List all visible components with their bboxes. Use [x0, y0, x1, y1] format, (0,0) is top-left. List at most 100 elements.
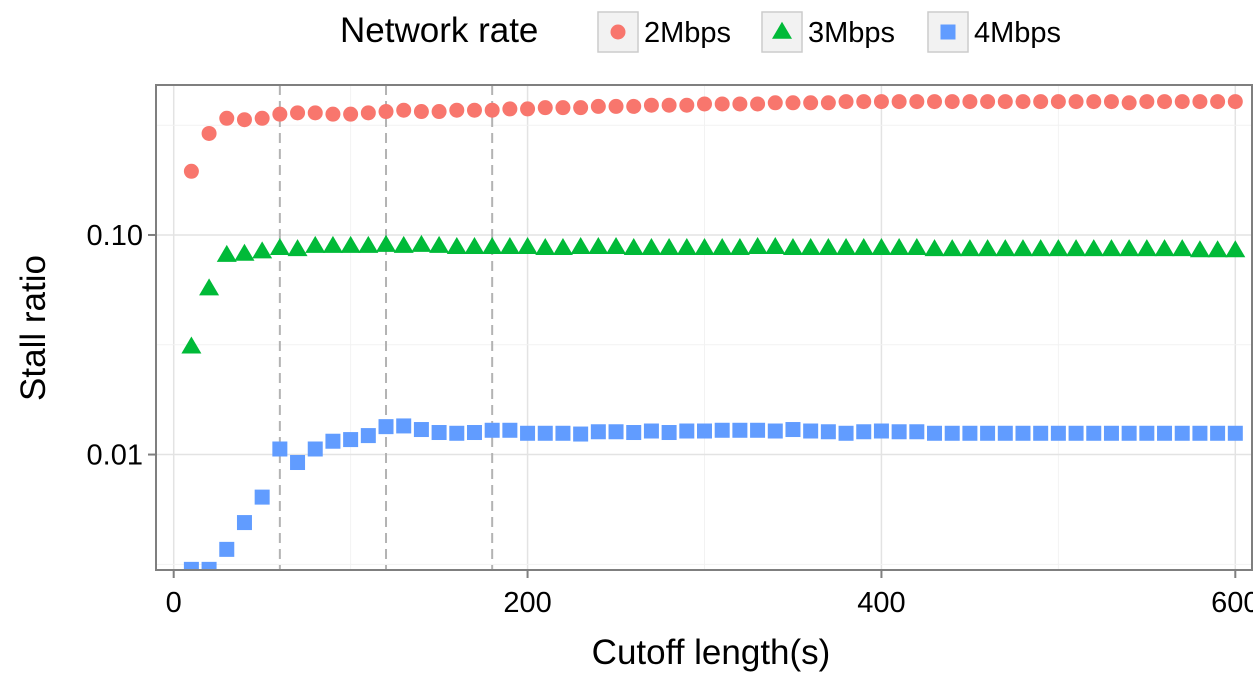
data-point: [236, 515, 252, 531]
data-point: [856, 424, 872, 440]
y-axis-title: Stall ratio: [14, 255, 53, 401]
data-point: [254, 489, 270, 505]
data-point: [909, 424, 925, 440]
data-point: [183, 561, 199, 570]
data-point: [977, 239, 998, 257]
data-point: [502, 422, 518, 438]
data-point: [1207, 240, 1228, 258]
data-point: [360, 105, 376, 121]
data-point: [307, 105, 323, 121]
data-point: [1015, 425, 1031, 441]
data-point: [219, 110, 235, 126]
data-point: [782, 238, 803, 256]
data-point: [1139, 425, 1155, 441]
data-point: [520, 425, 536, 441]
x-tick-label: 400: [857, 587, 905, 619]
data-point: [199, 278, 220, 296]
data-point: [944, 425, 960, 441]
data-point: [201, 561, 217, 570]
data-point: [466, 102, 482, 118]
data-point: [1136, 239, 1157, 257]
data-point: [856, 94, 872, 110]
legend: Network rate 2Mbps 3Mbps 4Mbps: [340, 11, 1061, 53]
data-point: [378, 419, 394, 435]
data-point: [1068, 425, 1084, 441]
data-point: [396, 418, 412, 434]
data-point: [290, 105, 306, 121]
data-point: [1210, 425, 1226, 441]
data-point: [871, 238, 892, 256]
data-point: [891, 94, 907, 110]
data-point: [325, 106, 341, 122]
data-point: [697, 423, 712, 439]
data-point: [659, 238, 680, 256]
data-point: [537, 425, 553, 441]
data-point: [679, 97, 695, 113]
data-point: [378, 104, 394, 120]
data-point: [980, 425, 996, 441]
data-point: [517, 236, 538, 254]
data-point: [1119, 239, 1140, 257]
data-point: [1066, 239, 1087, 257]
data-point: [431, 425, 447, 441]
data-point: [818, 238, 839, 256]
data-point: [927, 425, 943, 441]
data-point: [1068, 94, 1084, 110]
data-point: [944, 94, 960, 110]
data-point: [891, 424, 907, 440]
x-axis: 0 200 400 600: [166, 570, 1253, 619]
data-point: [573, 426, 589, 442]
data-point: [358, 235, 379, 253]
data-point: [1015, 94, 1031, 110]
data-point: [216, 244, 237, 262]
data-point: [590, 98, 606, 114]
data-point: [836, 238, 857, 256]
data-point: [1210, 94, 1226, 110]
data-point: [767, 423, 783, 439]
data-point: [803, 95, 819, 111]
data-point: [714, 422, 730, 438]
x-tick-label: 0: [166, 587, 182, 619]
data-point: [997, 94, 1013, 110]
data-point: [1174, 94, 1190, 110]
data-point: [520, 101, 536, 117]
data-point: [750, 96, 766, 112]
data-point: [393, 235, 414, 253]
data-point: [343, 432, 359, 448]
plot-panel: [155, 84, 1253, 571]
data-point: [959, 239, 980, 257]
data-point: [343, 106, 359, 122]
data-point: [623, 238, 644, 256]
data-point: [712, 238, 733, 256]
data-point: [1103, 425, 1119, 441]
data-point: [1154, 239, 1175, 257]
data-point: [484, 422, 500, 438]
data-point: [269, 238, 290, 256]
data-point: [411, 234, 432, 252]
y-tick-label: 0.10: [87, 220, 143, 252]
data-point: [1227, 425, 1243, 441]
data-point: [942, 239, 963, 257]
data-point: [767, 95, 783, 111]
data-point: [1048, 239, 1069, 257]
data-point: [785, 95, 801, 111]
y-tick-label: 0.01: [87, 440, 143, 472]
data-point: [697, 96, 712, 112]
data-point: [181, 336, 202, 354]
data-point: [661, 97, 677, 113]
data-point: [449, 102, 465, 118]
legend-title: Network rate: [340, 11, 538, 50]
data-point: [1157, 425, 1173, 441]
data-point: [1012, 239, 1033, 257]
data-point: [729, 238, 750, 256]
data-point: [1050, 425, 1066, 441]
data-point: [1103, 94, 1119, 110]
data-point: [962, 94, 978, 110]
data-point: [820, 424, 836, 440]
legend-item-2Mbps: 2Mbps: [597, 11, 731, 53]
data-point: [643, 97, 659, 113]
data-point: [431, 104, 447, 120]
data-point: [484, 102, 500, 118]
data-point: [962, 425, 978, 441]
data-point: [1121, 425, 1137, 441]
